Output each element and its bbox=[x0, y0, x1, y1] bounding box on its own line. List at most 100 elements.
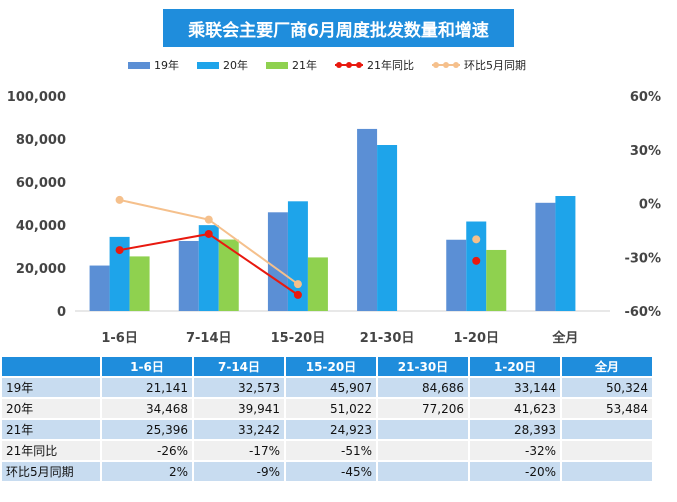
table-row-label: 20年 bbox=[2, 399, 100, 418]
table-cell bbox=[378, 462, 468, 481]
table-header-cell: 全月 bbox=[562, 357, 652, 376]
y-left-tick-label: 20,000 bbox=[16, 262, 66, 277]
table-cell: -9% bbox=[194, 462, 284, 481]
legend-swatch bbox=[266, 61, 288, 69]
table-cell bbox=[562, 462, 652, 481]
chart-title: 乘联会主要厂商6月周度批发数量和增速 bbox=[163, 9, 514, 47]
table-cell bbox=[562, 420, 652, 439]
y-right-tick-label: 30% bbox=[630, 144, 661, 159]
table-cell: -51% bbox=[286, 441, 376, 460]
y-left-tick-label: 0 bbox=[57, 305, 66, 320]
x-tick-label: 21-30日 bbox=[360, 331, 415, 346]
x-tick-label: 15-20日 bbox=[271, 331, 326, 346]
table-cell: 33,144 bbox=[470, 378, 560, 397]
table-header-cell: 1-6日 bbox=[102, 357, 192, 376]
table-cell: 39,941 bbox=[194, 399, 284, 418]
bar-20年 bbox=[287, 201, 308, 311]
table-cell: 33,242 bbox=[194, 420, 284, 439]
table-row: 21年 25,396 33,242 24,923 28,393 bbox=[2, 420, 652, 439]
legend-label: 19年 bbox=[154, 59, 179, 72]
table-cell: 32,573 bbox=[194, 378, 284, 397]
x-tick-label: 1-20日 bbox=[453, 331, 499, 346]
table-header-cell bbox=[2, 357, 100, 376]
bar-21年 bbox=[218, 239, 239, 311]
point-21年同比 bbox=[293, 290, 302, 299]
legend-item-19: 19年 bbox=[128, 57, 179, 73]
legend-item-20: 20年 bbox=[197, 57, 248, 73]
bar-19年 bbox=[178, 240, 199, 311]
bar-20年 bbox=[109, 236, 130, 311]
point-环比5月同期 bbox=[204, 215, 213, 224]
x-tick-label: 7-14日 bbox=[186, 331, 232, 346]
y-right-tick-label: 0% bbox=[639, 198, 661, 213]
table-header-row: 1-6日 7-14日 15-20日 21-30日 1-20日 全月 bbox=[2, 357, 652, 376]
table-header-cell: 7-14日 bbox=[194, 357, 284, 376]
bar-19年 bbox=[89, 265, 110, 311]
legend-swatch bbox=[197, 61, 219, 69]
table-row-label: 19年 bbox=[2, 378, 100, 397]
y-right-tick-label: 60% bbox=[630, 90, 661, 105]
table-cell: -20% bbox=[470, 462, 560, 481]
table-cell: -26% bbox=[102, 441, 192, 460]
legend-label: 环比5月同期 bbox=[464, 59, 526, 72]
table-row: 20年 34,468 39,941 51,022 77,206 41,623 53,484 bbox=[2, 399, 652, 418]
data-table: 1-6日 7-14日 15-20日 21-30日 1-20日 全月 19年 21,… bbox=[0, 355, 654, 483]
y-left-tick-label: 60,000 bbox=[16, 176, 66, 191]
x-tick-label: 1-6日 bbox=[101, 331, 138, 346]
table-row-label: 21年 bbox=[2, 420, 100, 439]
table-row: 21年同比 -26% -17% -51% -32% bbox=[2, 441, 652, 460]
legend-item-yoy: 21年同比 bbox=[335, 57, 414, 73]
y-right-tick-label: -60% bbox=[624, 305, 661, 320]
table-cell: 28,393 bbox=[470, 420, 560, 439]
bar-19年 bbox=[535, 202, 556, 311]
point-21年同比 bbox=[115, 246, 124, 255]
table-cell bbox=[378, 420, 468, 439]
y-left-tick-label: 40,000 bbox=[16, 219, 66, 234]
table-cell: 34,468 bbox=[102, 399, 192, 418]
table-header-cell: 1-20日 bbox=[470, 357, 560, 376]
legend-label: 21年同比 bbox=[367, 59, 414, 72]
y-left-tick-label: 100,000 bbox=[7, 90, 66, 105]
point-21年同比 bbox=[204, 229, 213, 238]
chart-area: 0 20,000 40,000 60,000 80,000 100,000 -60% -30%… bbox=[7, 90, 661, 346]
table-cell: 2% bbox=[102, 462, 192, 481]
legend-label: 21年 bbox=[292, 59, 317, 72]
legend-item-21: 21年 bbox=[266, 57, 317, 73]
legend-line-swatch bbox=[335, 62, 363, 68]
table-header-cell: 15-20日 bbox=[286, 357, 376, 376]
point-21年同比 bbox=[472, 256, 481, 265]
bar-19年 bbox=[446, 239, 467, 311]
legend-label: 20年 bbox=[223, 59, 248, 72]
table-cell bbox=[378, 441, 468, 460]
table-cell: 21,141 bbox=[102, 378, 192, 397]
point-环比5月同期 bbox=[293, 280, 302, 289]
x-tick-label: 全月 bbox=[551, 330, 578, 346]
table-cell bbox=[562, 441, 652, 460]
legend-line-swatch bbox=[432, 62, 460, 68]
bar-21年 bbox=[307, 257, 328, 311]
table-row: 19年 21,141 32,573 45,907 84,686 33,144 50,324 bbox=[2, 378, 652, 397]
table-cell: 41,623 bbox=[470, 399, 560, 418]
table-row-label: 21年同比 bbox=[2, 441, 100, 460]
table-row-label: 环比5月同期 bbox=[2, 462, 100, 481]
table-cell: -17% bbox=[194, 441, 284, 460]
legend-swatch bbox=[128, 61, 150, 69]
table-cell: 77,206 bbox=[378, 399, 468, 418]
legend: 19年 20年 21年 21年同比 环比5月同期 bbox=[128, 57, 526, 73]
bar-19年 bbox=[267, 212, 288, 311]
bar-20年 bbox=[555, 196, 576, 311]
bar-21年 bbox=[486, 249, 507, 311]
table-cell: 45,907 bbox=[286, 378, 376, 397]
table-cell: 51,022 bbox=[286, 399, 376, 418]
table-cell: -32% bbox=[470, 441, 560, 460]
table-cell: 53,484 bbox=[562, 399, 652, 418]
table-cell: -45% bbox=[286, 462, 376, 481]
bar-20年 bbox=[198, 225, 219, 311]
table-header-cell: 21-30日 bbox=[378, 357, 468, 376]
bar-20年 bbox=[466, 221, 487, 311]
legend-item-mom: 环比5月同期 bbox=[432, 57, 526, 73]
bar-19年 bbox=[357, 128, 378, 311]
point-环比5月同期 bbox=[115, 195, 124, 204]
y-left-tick-label: 80,000 bbox=[16, 133, 66, 148]
table-cell: 50,324 bbox=[562, 378, 652, 397]
